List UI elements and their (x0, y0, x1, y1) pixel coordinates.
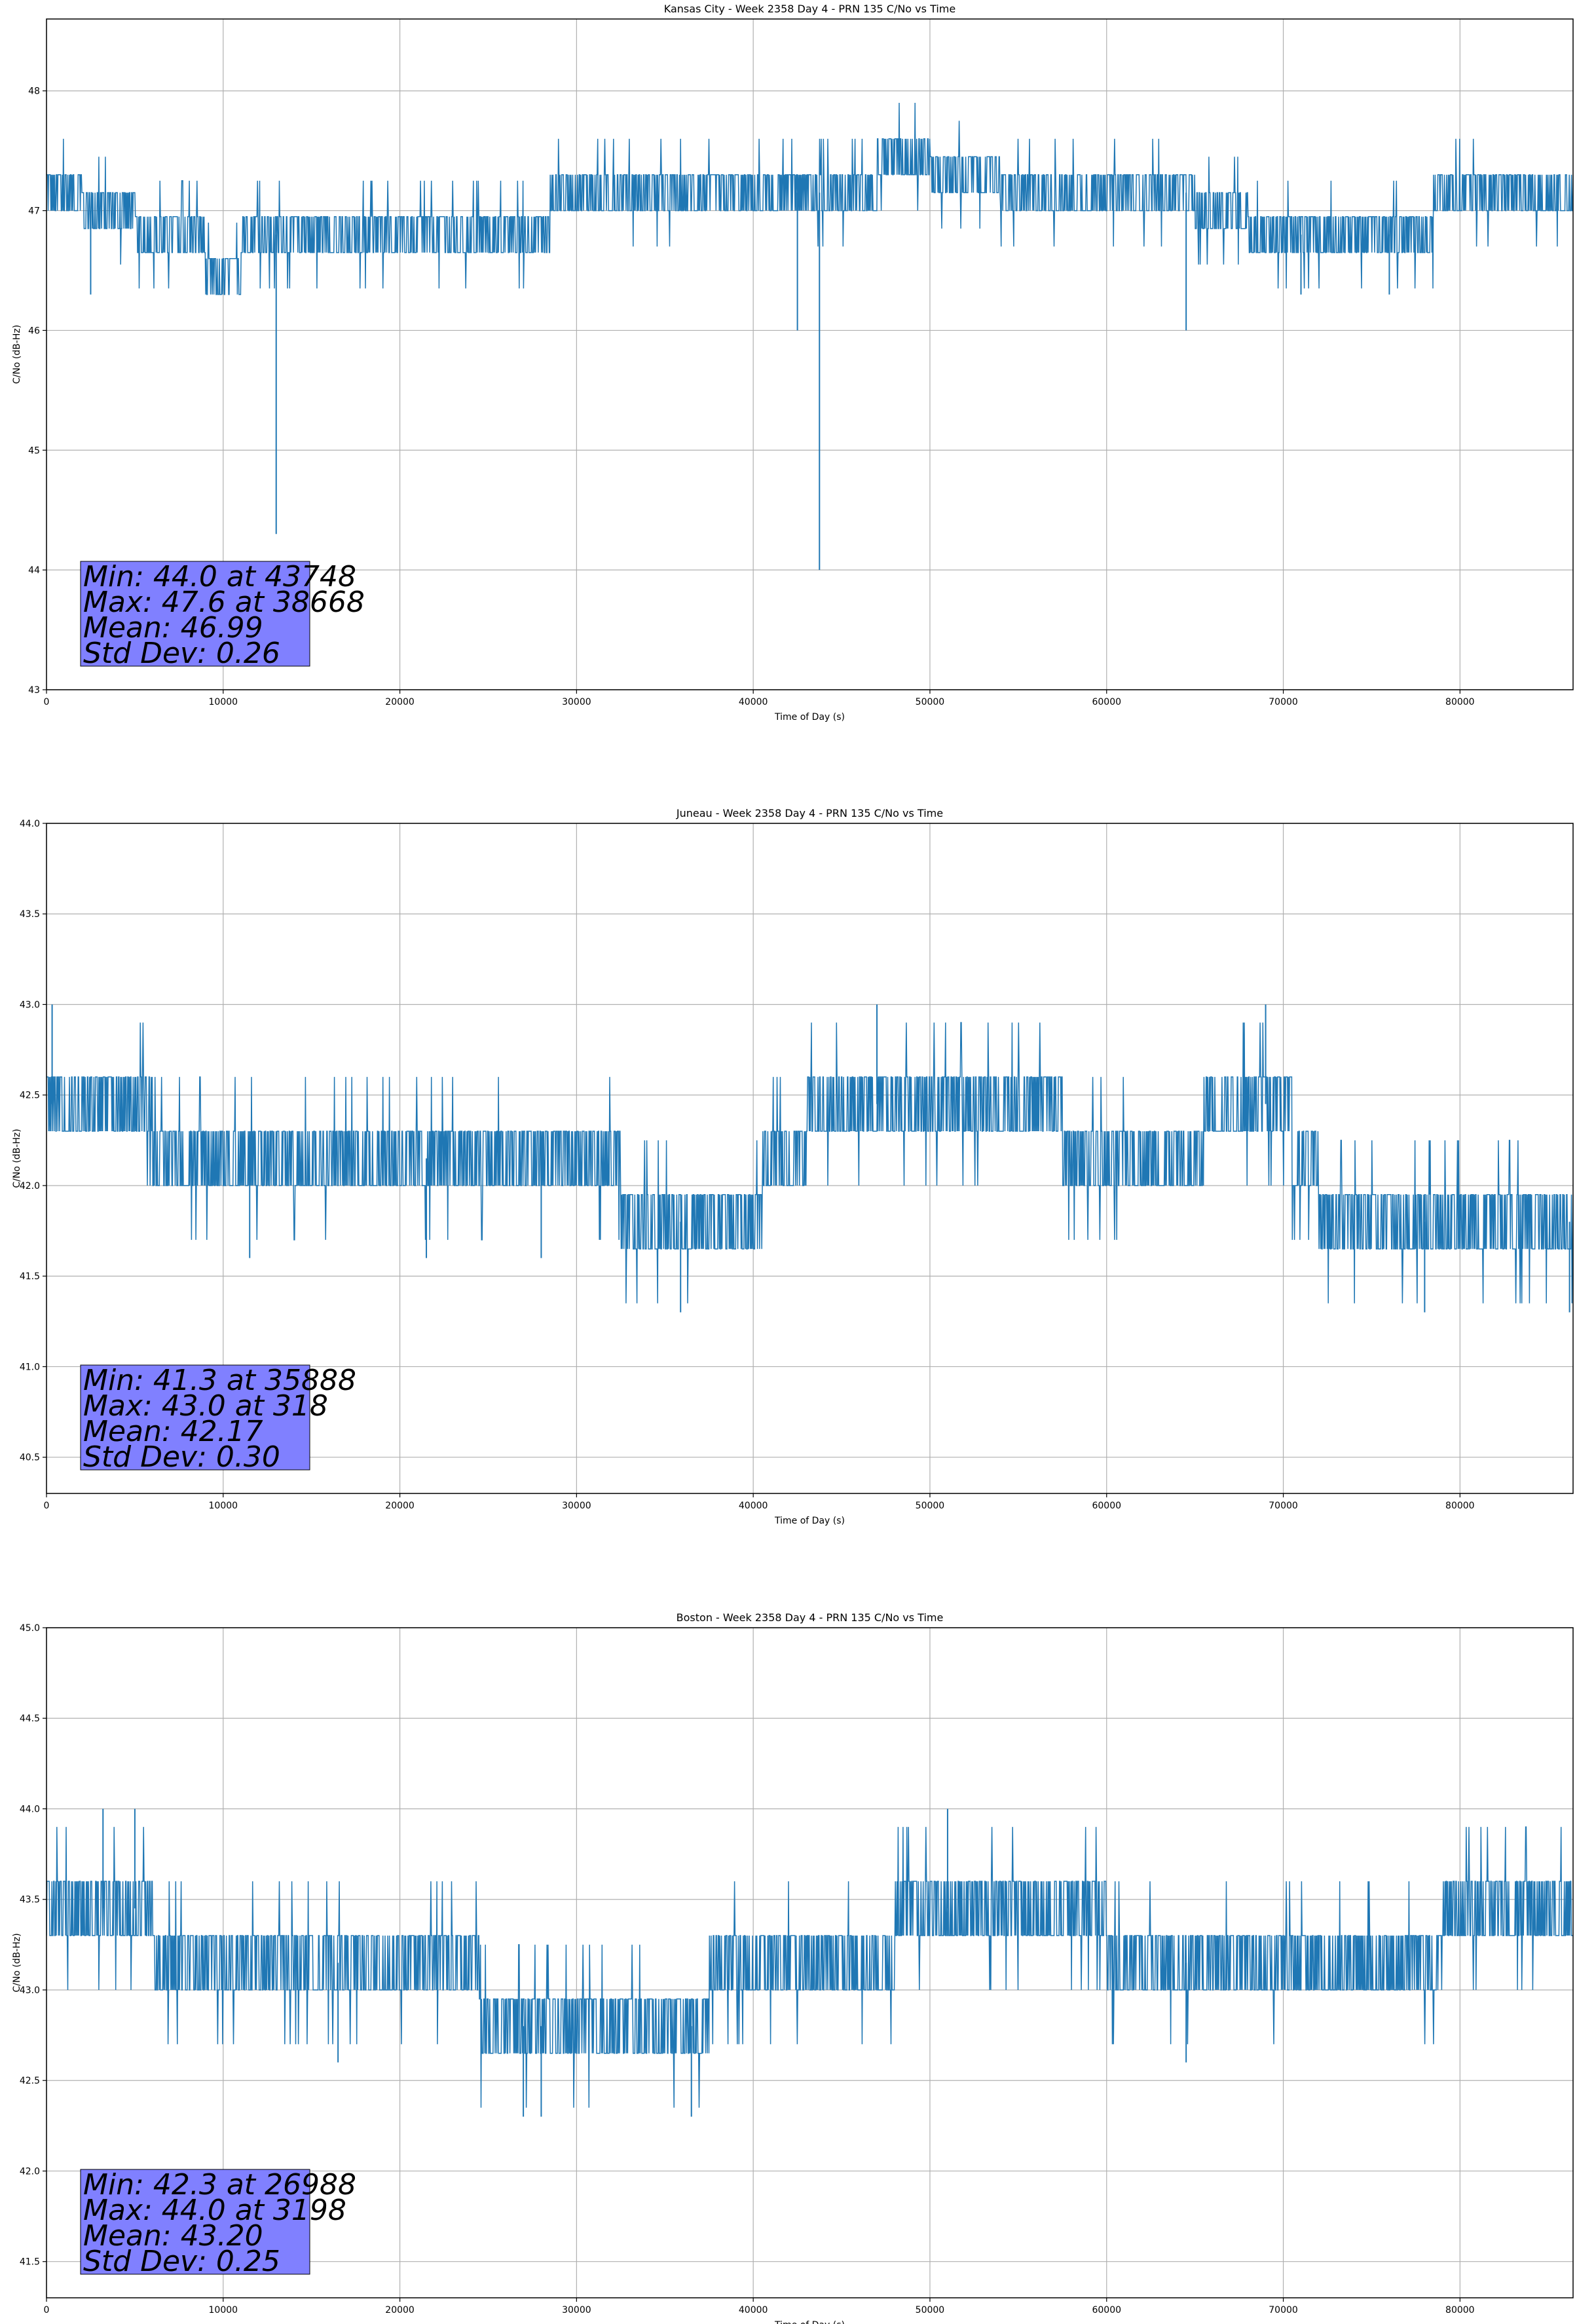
x-axis-label: Time of Day (s) (774, 712, 845, 722)
stats-std: Std Dev: 0.25 (83, 2245, 280, 2278)
x-tick-label: 30000 (562, 697, 591, 707)
y-tick-label: 44.5 (20, 1714, 40, 1724)
x-tick-label: 20000 (385, 2305, 415, 2315)
x-tick-label: 0 (44, 2305, 50, 2315)
y-tick-label: 44.0 (20, 1804, 40, 1814)
chart-title: Kansas City - Week 2358 Day 4 - PRN 135 … (664, 3, 955, 15)
x-tick-label: 50000 (916, 2305, 945, 2315)
y-tick-label: 43 (28, 685, 40, 696)
y-tick-label: 44.0 (20, 819, 40, 829)
x-tick-label: 80000 (1445, 697, 1475, 707)
plot-frame (46, 823, 1574, 1494)
cno-trace (46, 1826, 1573, 2108)
x-tick-label: 10000 (209, 697, 238, 707)
x-tick-label: 20000 (385, 697, 415, 707)
x-tick-label: 70000 (1269, 697, 1298, 707)
y-tick-label: 43.0 (20, 1985, 40, 1996)
plot-frame (46, 1627, 1574, 2298)
x-tick-label: 70000 (1269, 1501, 1298, 1511)
chart-panel-0: Kansas City - Week 2358 Day 4 - PRN 135 … (12, 3, 1574, 722)
x-tick-label: 60000 (1092, 2305, 1121, 2315)
stats-min: Min: 41.3 at 35888 (83, 1364, 356, 1397)
y-tick-label: 43.0 (20, 1000, 40, 1010)
y-axis-label: C/No (dB-Hz) (12, 1933, 22, 1992)
y-tick-label: 48 (28, 86, 40, 97)
chart-title: Juneau - Week 2358 Day 4 - PRN 135 C/No … (676, 807, 943, 819)
x-tick-label: 0 (44, 1501, 50, 1511)
x-tick-label: 40000 (739, 1501, 768, 1511)
x-tick-label: 10000 (209, 2305, 238, 2315)
data-series (46, 1004, 1573, 1313)
x-tick-label: 30000 (562, 2305, 591, 2315)
y-tick-label: 42.5 (20, 1091, 40, 1101)
stats-box (80, 561, 310, 667)
y-tick-label: 45 (28, 445, 40, 456)
stats-mean: Mean: 46.99 (83, 611, 263, 645)
y-tick-label: 45.0 (20, 1623, 40, 1634)
stats-box (80, 1364, 310, 1471)
data-series (46, 1809, 1573, 2117)
stats-box (80, 2169, 310, 2275)
x-tick-label: 80000 (1445, 1501, 1475, 1511)
y-tick-label: 46 (28, 326, 40, 336)
x-tick-label: 50000 (916, 1501, 945, 1511)
x-tick-label: 40000 (739, 697, 768, 707)
x-tick-label: 60000 (1092, 697, 1121, 707)
x-tick-label: 60000 (1092, 1501, 1121, 1511)
y-tick-label: 43.5 (20, 1895, 40, 1905)
x-tick-label: 40000 (739, 2305, 768, 2315)
x-tick-label: 80000 (1445, 2305, 1475, 2315)
y-tick-label: 41.5 (20, 2257, 40, 2268)
y-tick-label: 41.0 (20, 1362, 40, 1372)
y-tick-label: 40.5 (20, 1453, 40, 1463)
cno-trace (46, 102, 1573, 295)
x-tick-label: 10000 (209, 1501, 238, 1511)
plot-frame (46, 18, 1574, 690)
stats-mean: Mean: 42.17 (83, 1415, 263, 1448)
x-tick-label: 70000 (1269, 2305, 1298, 2315)
chart-title: Boston - Week 2358 Day 4 - PRN 135 C/No … (677, 1611, 944, 1624)
x-axis-label: Time of Day (s) (774, 1516, 845, 1526)
y-tick-label: 44 (28, 565, 40, 576)
y-tick-label: 42.0 (20, 2166, 40, 2177)
stats-max: Max: 47.6 at 38668 (83, 586, 365, 619)
y-tick-label: 42.5 (20, 2076, 40, 2086)
y-tick-label: 41.5 (20, 1271, 40, 1282)
stats-std: Std Dev: 0.30 (83, 1440, 280, 1474)
x-tick-label: 20000 (385, 1501, 415, 1511)
x-tick-label: 30000 (562, 1501, 591, 1511)
x-tick-label: 50000 (916, 697, 945, 707)
x-axis-label: Time of Day (s) (774, 2320, 845, 2324)
y-tick-label: 47 (28, 206, 40, 217)
y-tick-label: 43.5 (20, 909, 40, 920)
y-axis-label: C/No (dB-Hz) (12, 1129, 22, 1188)
chart-panel-1: Juneau - Week 2358 Day 4 - PRN 135 C/No … (12, 807, 1574, 1526)
y-tick-label: 42.0 (20, 1181, 40, 1191)
stats-mean: Mean: 43.20 (83, 2219, 263, 2253)
stats-min: Min: 44.0 at 43748 (83, 560, 356, 593)
x-tick-label: 0 (44, 697, 50, 707)
chart-panel-2: Boston - Week 2358 Day 4 - PRN 135 C/No … (12, 1611, 1574, 2324)
y-axis-label: C/No (dB-Hz) (12, 325, 22, 384)
data-series (46, 102, 1573, 571)
stats-std: Std Dev: 0.26 (83, 637, 280, 670)
cno-trace (46, 1022, 1573, 1303)
stats-max: Max: 43.0 at 318 (83, 1389, 328, 1423)
stats-min: Min: 42.3 at 26988 (83, 2168, 356, 2202)
stats-max: Max: 44.0 at 3198 (83, 2194, 346, 2227)
